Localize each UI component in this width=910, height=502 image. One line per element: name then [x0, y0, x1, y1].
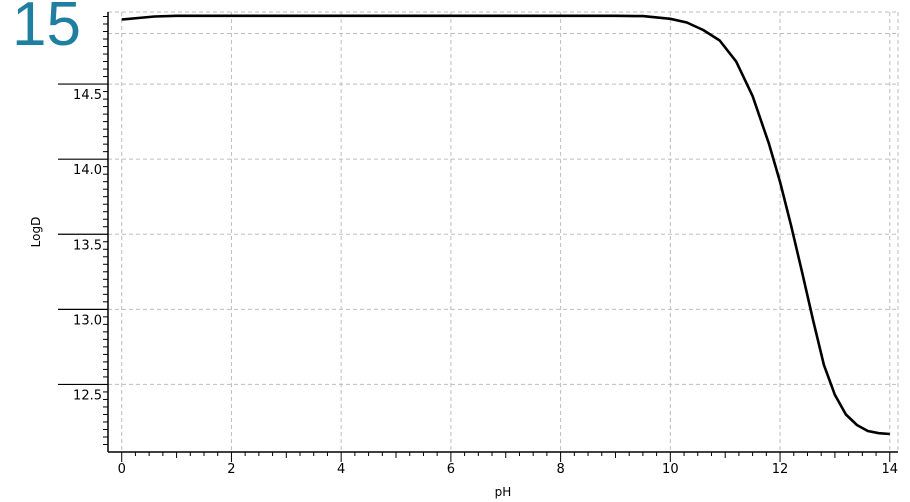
- x-tick-label: 0: [118, 462, 126, 477]
- ticks: 12.5 13.0 13.5 14.0 14.5 0 2 4 6 8 10 12 14: [58, 16, 898, 477]
- x-tick-label: 6: [447, 462, 455, 477]
- x-tick-label: 14: [881, 462, 898, 477]
- y-tick-label: 13.0: [73, 313, 102, 328]
- x-tick-label: 10: [662, 462, 679, 477]
- x-tick-label: 4: [337, 462, 345, 477]
- grid: [108, 11, 899, 452]
- logd-curve: [121, 14, 890, 436]
- x-tick-label: 2: [227, 462, 235, 477]
- x-tick-label: 8: [556, 462, 564, 477]
- y-tick-label: 14.0: [73, 163, 102, 178]
- series-layer: [121, 14, 890, 436]
- y-axis-title: LogD: [29, 217, 43, 248]
- axes: [107, 12, 898, 453]
- y-tick-label: 14.5: [73, 88, 102, 103]
- x-axis-title: pH: [495, 485, 512, 499]
- figure-number: 15: [12, 0, 81, 59]
- y-tick-label: 13.5: [73, 238, 102, 253]
- y-tick-label: 12.5: [73, 388, 102, 403]
- x-tick-label: 12: [772, 462, 789, 477]
